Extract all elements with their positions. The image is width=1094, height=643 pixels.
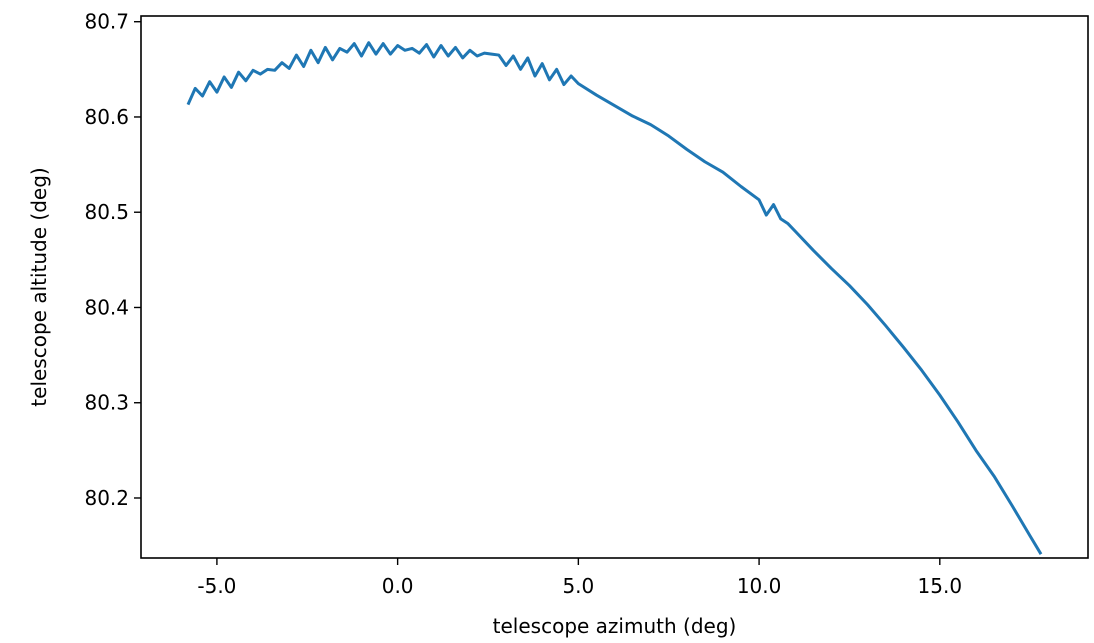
x-tick-label: 15.0 — [918, 574, 963, 598]
x-axis-label: telescope azimuth (deg) — [493, 614, 737, 638]
x-tick-label: -5.0 — [197, 574, 236, 598]
y-tick-label: 80.6 — [84, 105, 129, 129]
x-tick-label: 10.0 — [737, 574, 782, 598]
y-axis-label: telescope altitude (deg) — [27, 167, 51, 406]
y-tick-label: 80.3 — [84, 391, 129, 415]
series-line-0 — [186, 41, 1043, 555]
y-tick-label: 80.2 — [84, 486, 129, 510]
y-tick-label: 80.7 — [84, 10, 129, 34]
axis-ticks: -5.0 0.0 5.0 10.0 15.0 80.2 80.3 80.4 80.5 80.6 80… — [84, 10, 962, 598]
x-tick-label: 0.0 — [382, 574, 414, 598]
x-tick-label: 5.0 — [562, 574, 594, 598]
y-tick-label: 80.4 — [84, 295, 129, 319]
y-tick-label: 80.5 — [84, 200, 129, 224]
plot-frame — [140, 15, 1089, 559]
plot-area — [186, 41, 1043, 555]
